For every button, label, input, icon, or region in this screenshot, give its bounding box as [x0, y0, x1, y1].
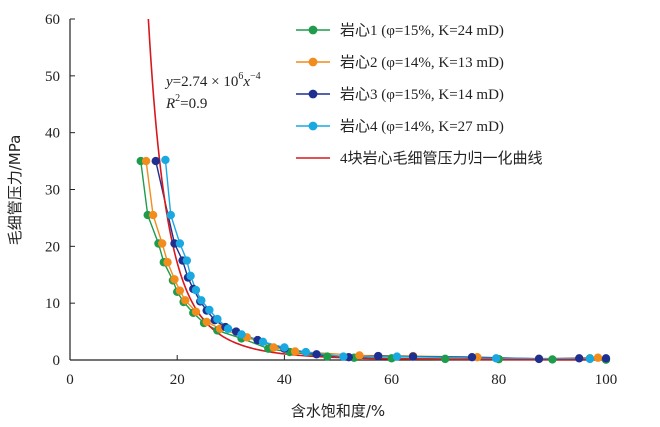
y-tick-label: 60 [45, 12, 60, 28]
series-2-point [175, 286, 185, 295]
series-2-point [141, 156, 151, 166]
series-3-point [467, 352, 477, 362]
x-tick-label: 80 [491, 372, 506, 388]
series-4-point [223, 324, 233, 333]
legend-label: 4块岩心毛细管压力归一化曲线 [340, 150, 543, 167]
series-2-point [170, 275, 179, 284]
y-tick-label: 20 [45, 239, 60, 255]
legend-label: 岩心1 (φ=15%, K=24 mD) [340, 22, 504, 39]
y-axis-title: 毛细管压力/MPa [6, 135, 24, 246]
series-4-point [392, 352, 402, 361]
y-tick-label: 10 [45, 296, 60, 312]
series-4-point [166, 210, 175, 220]
series-2-point [181, 296, 190, 305]
series-4-point [491, 354, 501, 363]
x-tick-label: 40 [277, 372, 292, 388]
series-2-point [355, 351, 364, 360]
series-4-point [197, 296, 206, 305]
series-3-point [601, 354, 611, 363]
r2-value: =0.9 [180, 96, 207, 112]
series-2-point [148, 210, 158, 220]
eq-exp1: 6 [238, 71, 243, 82]
series-3-point [575, 354, 584, 363]
fit-equation-line1: y=2.74 × 106x−4 [164, 71, 261, 90]
y-tick-label: 40 [45, 126, 60, 142]
x-tick-label: 100 [595, 372, 618, 388]
legend-label: 岩心4 (φ=14%, K=27 mD) [340, 118, 504, 135]
series-4-point [585, 354, 595, 364]
series-3-point [151, 156, 160, 166]
series-2-point [290, 347, 300, 356]
series-4-point [258, 337, 268, 347]
x-tick-label: 0 [66, 372, 74, 388]
series-4-point [182, 256, 192, 265]
legend: 岩心1 (φ=15%, K=24 mD) 岩心2 (φ=14%, K=13 mD)… [296, 22, 543, 167]
series-3-point [374, 351, 383, 361]
series-1-line [140, 160, 607, 361]
legend-swatch-marker [308, 57, 318, 67]
eq-x: x [242, 74, 250, 90]
axes: 0 20 40 60 80 100 0 10 20 30 40 50 60 [45, 12, 617, 388]
series-3-point [408, 352, 418, 361]
y-tick-label: 0 [53, 353, 61, 369]
eq-y: y [164, 74, 173, 90]
legend-label: 岩心3 (φ=15%, K=14 mD) [340, 86, 504, 103]
fit-r2-line: R2=0.9 [165, 93, 207, 112]
series-4-point [161, 155, 170, 165]
x-tick-label: 20 [170, 372, 185, 388]
legend-swatch-marker [308, 25, 318, 35]
series-1-point [548, 355, 557, 364]
series-4-point [186, 271, 195, 281]
series-4-point [191, 285, 201, 295]
series-2-point [163, 258, 172, 267]
legend-swatch-marker [308, 121, 318, 131]
r2-exp: 2 [175, 93, 180, 104]
eq-exp2: −4 [250, 71, 261, 82]
y-tick-label: 30 [45, 183, 60, 199]
series-4-point [237, 330, 246, 339]
series-4-point [205, 305, 214, 315]
legend-label: 岩心2 (φ=14%, K=13 mD) [340, 54, 504, 71]
series-4-point [301, 347, 311, 357]
series-2-point [191, 307, 201, 316]
series-3-point [534, 354, 544, 364]
x-axis-title: 含水饱和度/% [291, 402, 385, 420]
series-3-point [312, 350, 321, 359]
series-2-point [157, 239, 167, 248]
r2-label: R [165, 96, 175, 112]
data-markers [136, 155, 611, 364]
legend-swatch-marker [308, 89, 318, 99]
fit-equation: y=2.74 × 106x−4 R2=0.9 [164, 71, 261, 112]
series-4-point [213, 314, 222, 324]
series-2-point [593, 353, 603, 362]
series-1-point [323, 352, 332, 361]
series-2-point [202, 317, 211, 327]
series-4-point [339, 352, 348, 361]
series-1-point [441, 354, 450, 364]
eq-mid: =2.74 × 10 [173, 74, 239, 90]
series-4-point [280, 343, 289, 352]
x-tick-label: 60 [384, 372, 399, 388]
y-tick-label: 50 [45, 69, 60, 85]
series-2-point [269, 343, 278, 352]
series-4-point [175, 239, 185, 248]
